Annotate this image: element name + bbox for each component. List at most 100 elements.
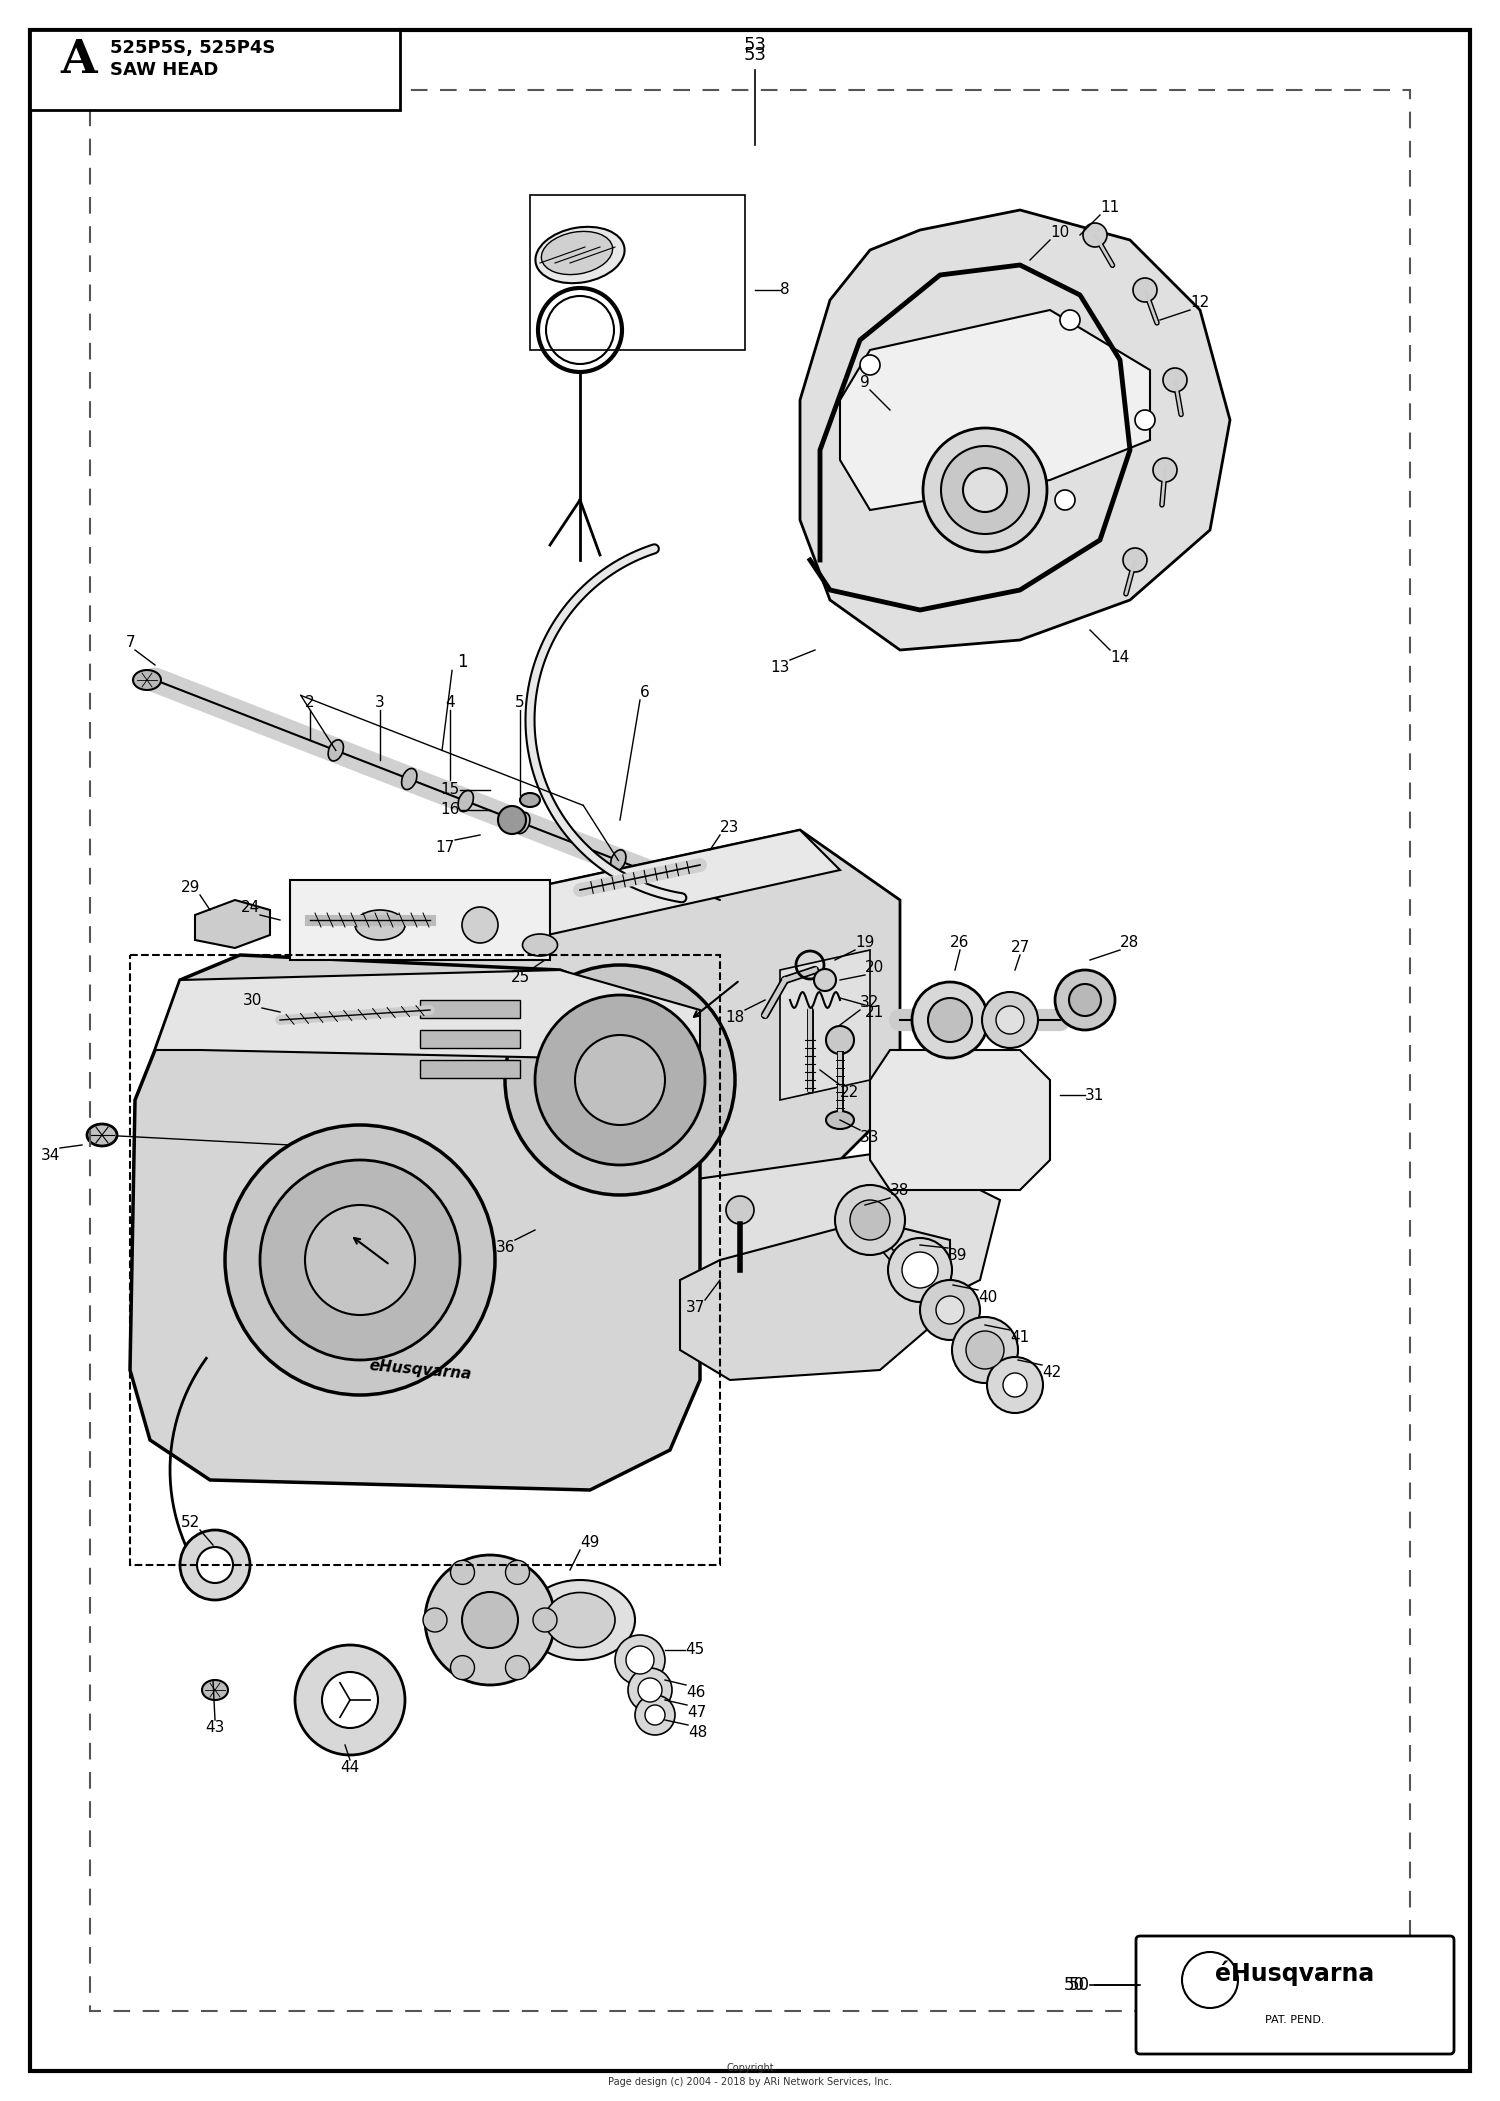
Circle shape	[1004, 1372, 1028, 1397]
Text: 33: 33	[859, 1130, 879, 1145]
Circle shape	[532, 1607, 556, 1632]
Circle shape	[850, 1200, 889, 1240]
Circle shape	[260, 1160, 460, 1359]
Text: Page design (c) 2004 - 2018 by ARi Network Services, Inc.: Page design (c) 2004 - 2018 by ARi Netwo…	[608, 2078, 892, 2086]
Text: 21: 21	[865, 1004, 885, 1019]
Ellipse shape	[514, 813, 529, 834]
Ellipse shape	[202, 1681, 228, 1700]
Text: 45: 45	[686, 1643, 705, 1658]
Circle shape	[836, 1185, 904, 1254]
Text: 29: 29	[180, 880, 200, 895]
Circle shape	[1060, 311, 1080, 330]
Circle shape	[628, 1668, 672, 1712]
Circle shape	[1054, 490, 1076, 511]
Text: 11: 11	[1100, 200, 1119, 214]
Circle shape	[1132, 277, 1156, 303]
Circle shape	[536, 996, 705, 1164]
Polygon shape	[780, 950, 870, 1101]
Circle shape	[912, 981, 989, 1059]
Ellipse shape	[520, 792, 540, 807]
Circle shape	[1070, 983, 1101, 1017]
Circle shape	[987, 1357, 1042, 1414]
Text: 5: 5	[514, 695, 525, 710]
Text: 49: 49	[580, 1536, 600, 1551]
Text: 39: 39	[948, 1248, 968, 1263]
Text: 43: 43	[206, 1721, 225, 1735]
Text: 8: 8	[780, 282, 789, 298]
Polygon shape	[680, 1221, 950, 1380]
Circle shape	[936, 1296, 964, 1324]
Bar	[290, 880, 550, 960]
Text: 50: 50	[1064, 1977, 1084, 1994]
Text: 48: 48	[688, 1725, 708, 1740]
Bar	[90, 90, 1410, 2011]
Circle shape	[506, 1656, 530, 1679]
Text: 34: 34	[40, 1147, 60, 1164]
Ellipse shape	[827, 1111, 854, 1128]
Text: éHusqvarna: éHusqvarna	[368, 1357, 472, 1382]
Bar	[420, 1061, 520, 1078]
Text: éHusqvarna: éHusqvarna	[1215, 1960, 1374, 1985]
Ellipse shape	[522, 935, 558, 956]
Text: 16: 16	[441, 803, 460, 817]
Circle shape	[996, 1006, 1024, 1034]
Text: 28: 28	[1120, 935, 1140, 950]
Circle shape	[1124, 548, 1148, 571]
Text: 20: 20	[865, 960, 885, 975]
Ellipse shape	[134, 670, 160, 689]
Circle shape	[574, 1036, 664, 1124]
Bar	[130, 956, 720, 1565]
FancyBboxPatch shape	[1136, 1935, 1454, 2055]
Circle shape	[462, 908, 498, 943]
Text: 7: 7	[126, 635, 135, 649]
Ellipse shape	[536, 227, 624, 284]
Text: 47: 47	[687, 1706, 706, 1721]
Text: 23: 23	[720, 819, 740, 834]
Circle shape	[450, 1656, 474, 1679]
Text: 6: 6	[640, 685, 650, 700]
Circle shape	[815, 969, 836, 992]
Circle shape	[423, 1607, 447, 1632]
Ellipse shape	[458, 790, 474, 811]
Text: 26: 26	[951, 935, 969, 950]
Text: 36: 36	[495, 1240, 514, 1254]
Text: 30: 30	[243, 994, 262, 1008]
Polygon shape	[840, 311, 1150, 511]
Circle shape	[225, 1124, 495, 1395]
Bar	[30, 29, 401, 109]
Circle shape	[726, 1195, 754, 1225]
Text: 13: 13	[771, 660, 790, 674]
Circle shape	[1136, 410, 1155, 431]
Circle shape	[966, 1332, 1004, 1370]
Ellipse shape	[542, 231, 612, 275]
Text: 37: 37	[686, 1301, 705, 1315]
Text: 15: 15	[441, 782, 460, 798]
Circle shape	[645, 1706, 664, 1725]
Ellipse shape	[402, 769, 417, 790]
Circle shape	[304, 1206, 416, 1315]
Bar	[420, 1029, 520, 1048]
Circle shape	[296, 1645, 405, 1754]
Circle shape	[963, 469, 1006, 513]
Circle shape	[922, 429, 1047, 553]
Text: 1: 1	[458, 653, 468, 672]
Text: A: A	[60, 38, 96, 84]
Text: 50: 50	[1070, 1977, 1090, 1994]
Text: 42: 42	[1042, 1366, 1062, 1380]
Ellipse shape	[328, 740, 344, 761]
Text: PAT. PEND.: PAT. PEND.	[1264, 2015, 1324, 2025]
Circle shape	[180, 1530, 250, 1601]
Ellipse shape	[87, 1124, 117, 1145]
Text: 22: 22	[840, 1084, 860, 1101]
Text: 9: 9	[861, 374, 870, 391]
Polygon shape	[800, 210, 1230, 649]
Circle shape	[424, 1555, 555, 1685]
Ellipse shape	[525, 1580, 634, 1660]
Text: 10: 10	[1050, 225, 1070, 240]
Circle shape	[196, 1546, 232, 1582]
Circle shape	[634, 1696, 675, 1735]
Circle shape	[462, 1593, 518, 1647]
Text: 52: 52	[180, 1515, 200, 1530]
Text: 41: 41	[1010, 1330, 1029, 1345]
Text: 40: 40	[978, 1290, 998, 1305]
